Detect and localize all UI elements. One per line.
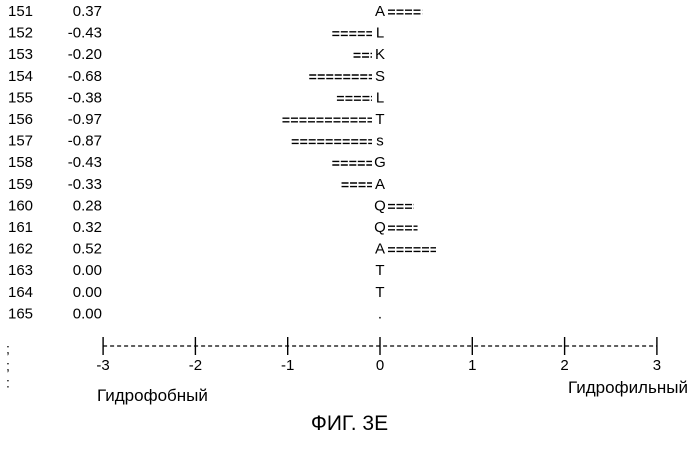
row-residue-label: A: [375, 3, 385, 20]
x-axis-tick-label: -3: [96, 357, 109, 374]
row-residue-label: T: [375, 111, 384, 128]
row-value-label: -0.43: [68, 154, 102, 171]
row-position-label: 163: [8, 262, 33, 279]
row-value-label: -0.38: [68, 89, 102, 106]
figure-caption: ФИГ. 3Е: [0, 412, 699, 436]
row-residue-label: .: [378, 305, 382, 322]
margin-mark: ;: [6, 341, 10, 357]
hydrophobic-axis-label: Гидрофобный: [97, 386, 208, 406]
x-axis-tick-label: -1: [281, 357, 294, 374]
row-position-label: 160: [8, 197, 33, 214]
row-residue-label: S: [375, 68, 385, 85]
row-position-label: 151: [8, 3, 33, 20]
x-axis-tick-label: 3: [653, 357, 661, 374]
row-position-label: 153: [8, 46, 33, 63]
row-value-label: -0.97: [68, 111, 102, 128]
row-value-label: 0.28: [73, 197, 102, 214]
x-axis-tick-label: 0: [376, 357, 384, 374]
row-position-label: 154: [8, 68, 33, 85]
row-value-label: 0.32: [73, 219, 102, 236]
x-axis-tick-label: 2: [560, 357, 568, 374]
hydrophilic-axis-label: Гидрофильный: [568, 378, 688, 398]
row-value-label: -0.20: [68, 46, 102, 63]
row-position-label: 161: [8, 219, 33, 236]
row-value-label: -0.33: [68, 176, 102, 193]
row-residue-label: T: [375, 262, 384, 279]
row-position-label: 165: [8, 305, 33, 322]
row-value-label: -0.68: [68, 68, 102, 85]
row-residue-label: A: [375, 176, 385, 193]
margin-mark: :: [6, 375, 10, 391]
x-axis-tick-label: 1: [468, 357, 476, 374]
row-residue-label: s: [376, 133, 384, 150]
row-residue-label: A: [375, 241, 385, 258]
row-residue-label: Q: [374, 219, 386, 236]
row-residue-label: T: [375, 284, 384, 301]
row-value-label: -0.43: [68, 25, 102, 42]
row-position-label: 157: [8, 133, 33, 150]
row-position-label: 159: [8, 176, 33, 193]
row-residue-label: G: [374, 154, 386, 171]
row-value-label: 0.00: [73, 305, 102, 322]
row-value-label: 0.00: [73, 262, 102, 279]
row-value-label: 0.00: [73, 284, 102, 301]
row-value-label: 0.37: [73, 3, 102, 20]
x-axis-tick-label: -2: [189, 357, 202, 374]
row-position-label: 155: [8, 89, 33, 106]
row-value-label: 0.52: [73, 241, 102, 258]
row-residue-label: Q: [374, 197, 386, 214]
row-position-label: 164: [8, 284, 33, 301]
row-value-label: -0.87: [68, 133, 102, 150]
row-position-label: 158: [8, 154, 33, 171]
row-position-label: 152: [8, 25, 33, 42]
margin-mark: ;: [6, 358, 10, 374]
row-residue-label: L: [376, 89, 384, 106]
row-position-label: 156: [8, 111, 33, 128]
row-residue-label: L: [376, 25, 384, 42]
row-residue-label: K: [375, 46, 385, 63]
row-position-label: 162: [8, 241, 33, 258]
